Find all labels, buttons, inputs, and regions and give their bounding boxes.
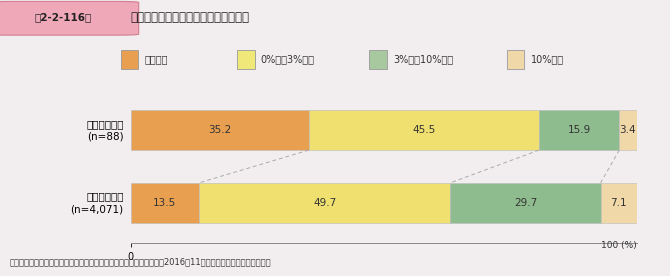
Text: 資料：中小企業庁委託「企業経営の継続に関するアンケート調査」（2016年11月、（株）東京商工リサーチ）: 資料：中小企業庁委託「企業経営の継続に関するアンケート調査」（2016年11月、… xyxy=(10,258,271,267)
Text: 7.1: 7.1 xyxy=(610,198,627,208)
Text: 3.4: 3.4 xyxy=(620,125,636,135)
Bar xyxy=(507,50,525,69)
Text: 13.5: 13.5 xyxy=(153,198,176,208)
Bar xyxy=(237,50,255,69)
Text: 49.7: 49.7 xyxy=(313,198,336,208)
Text: 第2-2-116図: 第2-2-116図 xyxy=(34,12,92,22)
Bar xyxy=(309,110,539,150)
Bar xyxy=(199,183,450,223)
Text: 廃業意向別に見た、売上高経常利益率: 廃業意向別に見た、売上高経常利益率 xyxy=(131,11,250,24)
Bar xyxy=(619,110,636,150)
Text: マイナス: マイナス xyxy=(145,54,168,64)
Text: 0%以上3%未満: 0%以上3%未満 xyxy=(261,54,315,64)
Text: 35.2: 35.2 xyxy=(208,125,231,135)
Bar xyxy=(539,110,619,150)
Text: 100 (%): 100 (%) xyxy=(601,242,636,250)
Text: 45.5: 45.5 xyxy=(412,125,436,135)
Text: 10%以上: 10%以上 xyxy=(531,54,564,64)
Bar xyxy=(131,183,199,223)
Text: 3%以上10%未満: 3%以上10%未満 xyxy=(393,54,454,64)
Bar xyxy=(600,183,636,223)
FancyBboxPatch shape xyxy=(0,1,139,35)
Bar xyxy=(450,183,600,223)
Text: 15.9: 15.9 xyxy=(567,125,591,135)
Bar xyxy=(369,50,387,69)
Bar xyxy=(121,50,138,69)
Bar xyxy=(131,110,309,150)
Text: 29.7: 29.7 xyxy=(514,198,537,208)
